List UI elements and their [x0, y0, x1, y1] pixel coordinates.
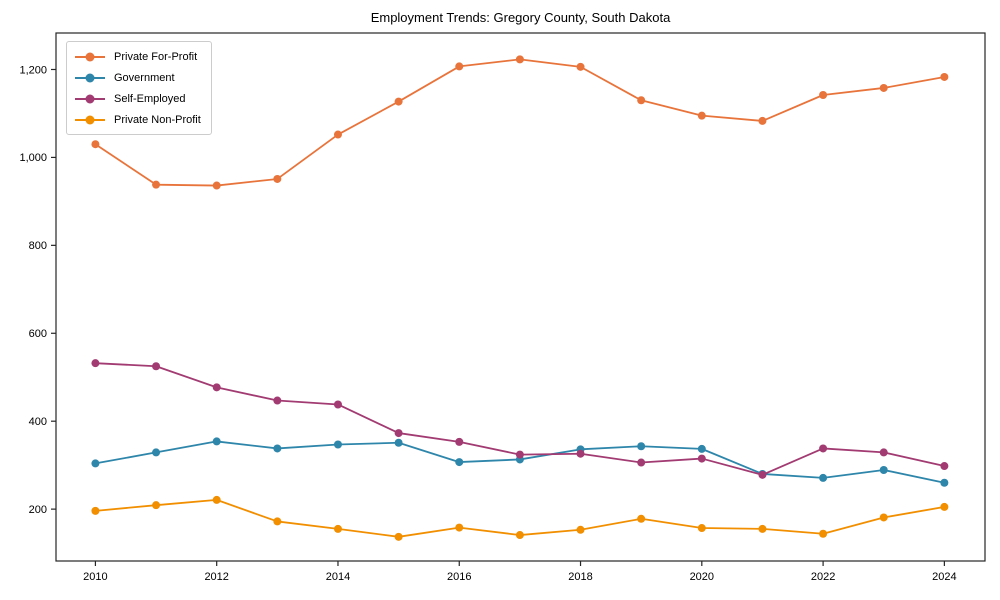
legend-label: Private Non-Profit [114, 113, 201, 126]
legend-label: Private For-Profit [114, 50, 198, 63]
data-point [333, 524, 342, 533]
x-tick-label: 2012 [204, 571, 228, 583]
legend-label: Government [114, 71, 175, 84]
data-point [455, 458, 464, 467]
x-tick-label: 2014 [326, 571, 350, 583]
data-point [455, 437, 464, 446]
data-point [152, 180, 161, 189]
legend-item-self-employed: Self-Employed [75, 88, 201, 109]
data-point [697, 524, 706, 533]
series-government [91, 437, 949, 487]
data-point [515, 531, 524, 540]
data-point [819, 90, 828, 99]
legend-marker-icon [75, 93, 105, 104]
data-point [637, 442, 646, 451]
legend-item-government: Government [75, 67, 201, 88]
x-tick-label: 2016 [447, 571, 471, 583]
y-tick-label: 800 [29, 240, 47, 252]
series-private-non-profit [91, 495, 949, 541]
data-point [152, 501, 161, 510]
data-point [273, 396, 282, 405]
series-line [94, 58, 945, 187]
data-point [879, 513, 888, 522]
data-point [879, 83, 888, 92]
data-point [758, 470, 767, 479]
legend-item-private-non-profit: Private Non-Profit [75, 109, 201, 130]
data-point [152, 362, 161, 371]
data-point [576, 62, 585, 71]
data-point [333, 440, 342, 449]
data-point [394, 532, 403, 541]
series-self-employed [91, 359, 949, 479]
data-point [576, 525, 585, 534]
y-tick-label: 600 [29, 328, 47, 340]
chart-title: Employment Trends: Gregory County, South… [370, 10, 671, 25]
data-point [819, 444, 828, 453]
data-point [940, 502, 949, 511]
y-axis: 200 400 600 800 1,000 1,200 [19, 64, 56, 516]
data-point [91, 506, 100, 515]
data-point [152, 448, 161, 457]
data-point [758, 116, 767, 125]
legend-label: Self-Employed [114, 92, 186, 105]
x-tick-label: 2018 [568, 571, 592, 583]
data-point [819, 529, 828, 538]
legend-marker-icon [75, 114, 105, 125]
data-point [697, 111, 706, 120]
x-tick-label: 2022 [811, 571, 835, 583]
data-point [91, 459, 100, 468]
y-tick-label: 400 [29, 416, 47, 428]
data-point [940, 72, 949, 81]
data-point [333, 130, 342, 139]
data-point [879, 465, 888, 474]
data-point [637, 514, 646, 523]
data-point [91, 359, 100, 368]
data-point [273, 517, 282, 526]
data-point [394, 97, 403, 106]
data-point [515, 450, 524, 459]
legend-marker-icon [75, 51, 105, 62]
series-private-for-profit [91, 55, 949, 190]
data-point [394, 429, 403, 438]
data-point [940, 478, 949, 487]
y-tick-label: 1,200 [19, 64, 47, 76]
y-tick-label: 1,000 [19, 152, 47, 164]
y-tick-label: 200 [29, 504, 47, 516]
data-point [758, 524, 767, 533]
data-point [879, 448, 888, 457]
x-tick-label: 2024 [932, 571, 956, 583]
data-point [91, 140, 100, 149]
data-point [637, 96, 646, 105]
x-tick-label: 2010 [83, 571, 107, 583]
data-point [819, 473, 828, 482]
data-point [212, 495, 221, 504]
data-point [697, 444, 706, 453]
data-point [273, 174, 282, 183]
legend-marker-icon [75, 72, 105, 83]
data-point [394, 438, 403, 447]
data-point [273, 444, 282, 453]
axes-border [55, 32, 986, 562]
legend-item-private-for-profit: Private For-Profit [75, 46, 201, 67]
data-point [697, 454, 706, 463]
data-point [637, 458, 646, 467]
data-point [212, 181, 221, 190]
data-point [455, 523, 464, 532]
data-point [515, 55, 524, 64]
x-axis: 2010 2012 2014 2016 2018 2020 2022 2024 [83, 561, 957, 583]
data-point [212, 437, 221, 446]
data-point [212, 383, 221, 392]
data-point [576, 449, 585, 458]
data-point [455, 62, 464, 71]
x-tick-label: 2020 [690, 571, 714, 583]
legend: Private For-Profit Government Self-Employe… [66, 41, 212, 135]
data-point [940, 462, 949, 471]
data-point [333, 400, 342, 409]
